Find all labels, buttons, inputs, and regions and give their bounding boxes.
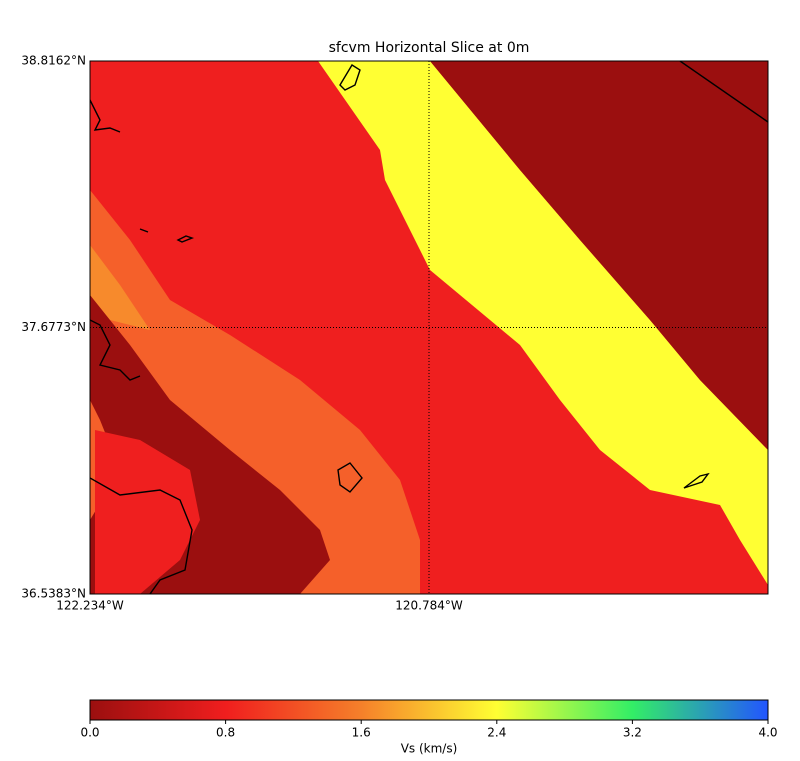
region-dark-red-ne <box>430 61 768 450</box>
y-tick-label: 36.5383°N <box>21 587 86 601</box>
chart-title: sfcvm Horizontal Slice at 0m <box>329 40 530 56</box>
region-red-inner <box>95 430 200 594</box>
colorbar-tick-label: 0.8 <box>216 726 235 740</box>
colorbar-tick-label: 2.4 <box>487 726 506 740</box>
colorbar-tick-label: 1.6 <box>352 726 371 740</box>
y-tick-label: 38.8162°N <box>21 54 86 68</box>
coastline <box>90 477 193 594</box>
colorbar-tick-label: 3.2 <box>623 726 642 740</box>
lake <box>139 228 195 243</box>
colorbar-label: Vs (km/s) <box>401 742 458 756</box>
lake <box>683 472 710 489</box>
x-tick-label: 120.784°W <box>395 599 463 613</box>
coastline <box>90 99 141 381</box>
lake <box>337 462 363 493</box>
region-yellow <box>318 61 768 585</box>
y-tick-label: 37.6773°N <box>21 320 86 334</box>
border-line <box>679 61 768 123</box>
colorbar-tick-label: 0.0 <box>80 726 99 740</box>
region-light-orange <box>90 245 150 330</box>
colorbar-tick-label: 4.0 <box>758 726 777 740</box>
colorbar <box>89 699 769 721</box>
lake <box>339 64 361 91</box>
x-tick-label: 122.234°W <box>56 599 124 613</box>
